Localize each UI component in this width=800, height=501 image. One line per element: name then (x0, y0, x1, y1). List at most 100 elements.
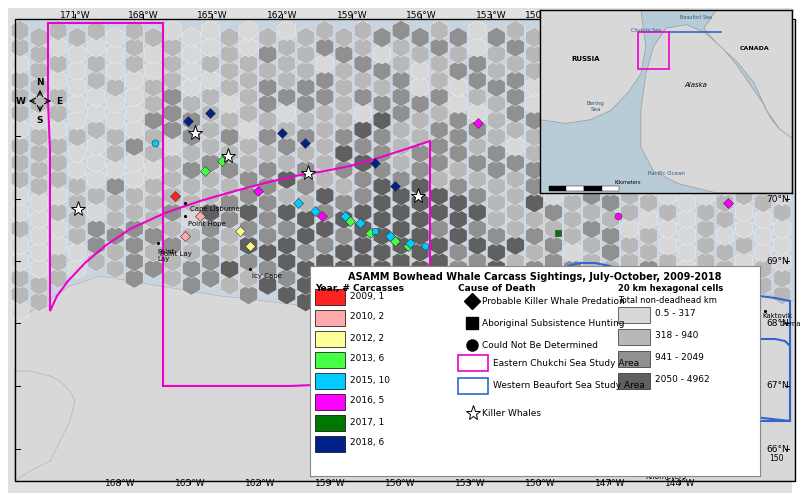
Polygon shape (259, 60, 277, 81)
Polygon shape (582, 202, 601, 222)
Polygon shape (640, 192, 658, 212)
Polygon shape (487, 110, 505, 130)
Polygon shape (640, 176, 658, 196)
Text: 69°N: 69°N (766, 257, 789, 266)
Polygon shape (545, 152, 562, 173)
Polygon shape (697, 86, 714, 107)
Polygon shape (163, 136, 182, 156)
Polygon shape (278, 70, 295, 90)
Text: Could Not Be Determined: Could Not Be Determined (482, 341, 598, 350)
Polygon shape (621, 235, 638, 255)
Polygon shape (774, 53, 791, 74)
Text: 147°W: 147°W (594, 479, 626, 488)
Polygon shape (126, 103, 143, 123)
Polygon shape (582, 252, 601, 272)
Polygon shape (704, 10, 792, 138)
Polygon shape (735, 252, 753, 272)
Polygon shape (30, 27, 48, 48)
Polygon shape (126, 21, 143, 41)
Polygon shape (30, 176, 48, 196)
Polygon shape (469, 119, 486, 140)
Polygon shape (182, 44, 200, 64)
Polygon shape (526, 225, 543, 245)
Text: Cross Island: Cross Island (660, 303, 702, 309)
Polygon shape (754, 176, 772, 196)
Polygon shape (392, 235, 410, 255)
Polygon shape (106, 126, 124, 147)
Polygon shape (373, 44, 391, 64)
Polygon shape (487, 176, 505, 196)
Polygon shape (545, 86, 562, 107)
Polygon shape (640, 27, 658, 48)
Polygon shape (87, 202, 105, 222)
Text: ~Point Franklin: ~Point Franklin (350, 288, 403, 294)
Polygon shape (221, 77, 238, 97)
Polygon shape (450, 291, 467, 312)
Polygon shape (774, 37, 791, 57)
Polygon shape (774, 119, 791, 140)
Polygon shape (602, 275, 619, 295)
Polygon shape (774, 202, 791, 222)
Polygon shape (602, 60, 619, 81)
Polygon shape (182, 209, 200, 229)
Polygon shape (240, 268, 258, 288)
Polygon shape (30, 275, 48, 295)
Polygon shape (411, 60, 429, 81)
Polygon shape (259, 259, 277, 279)
Bar (622, 465, 644, 471)
Polygon shape (259, 143, 277, 163)
Polygon shape (526, 275, 543, 295)
Polygon shape (430, 70, 448, 90)
Polygon shape (30, 225, 48, 245)
Polygon shape (564, 159, 582, 180)
Polygon shape (640, 77, 658, 97)
Polygon shape (450, 126, 467, 147)
Polygon shape (373, 110, 391, 130)
Polygon shape (335, 126, 353, 147)
Polygon shape (316, 119, 334, 140)
Polygon shape (450, 259, 467, 279)
Polygon shape (278, 152, 295, 173)
Polygon shape (754, 93, 772, 114)
Polygon shape (411, 209, 429, 229)
Polygon shape (735, 37, 753, 57)
Polygon shape (30, 60, 48, 81)
Polygon shape (11, 185, 29, 206)
Polygon shape (316, 185, 334, 206)
Polygon shape (582, 70, 601, 90)
Polygon shape (240, 119, 258, 140)
Polygon shape (335, 27, 353, 48)
Polygon shape (145, 176, 162, 196)
Polygon shape (450, 192, 467, 212)
Polygon shape (278, 284, 295, 305)
Polygon shape (182, 60, 200, 81)
Polygon shape (297, 242, 314, 262)
Polygon shape (373, 291, 391, 312)
Polygon shape (316, 53, 334, 74)
Polygon shape (430, 268, 448, 288)
Polygon shape (487, 143, 505, 163)
Polygon shape (11, 136, 29, 156)
Polygon shape (182, 77, 200, 97)
Polygon shape (697, 70, 714, 90)
Polygon shape (450, 242, 467, 262)
Text: Chukchi Sea: Chukchi Sea (630, 28, 661, 33)
Polygon shape (621, 70, 638, 90)
Polygon shape (163, 53, 182, 74)
Polygon shape (602, 192, 619, 212)
Polygon shape (411, 44, 429, 64)
Text: Point Lay: Point Lay (160, 251, 192, 257)
Polygon shape (297, 27, 314, 48)
Polygon shape (602, 209, 619, 229)
Polygon shape (373, 275, 391, 295)
Polygon shape (68, 93, 86, 114)
Polygon shape (678, 44, 696, 64)
Polygon shape (506, 119, 524, 140)
Text: Point
Lay: Point Lay (157, 249, 174, 262)
Polygon shape (297, 291, 314, 312)
Polygon shape (163, 21, 182, 41)
Polygon shape (373, 93, 391, 114)
Polygon shape (202, 218, 219, 238)
Bar (566, 185, 584, 191)
Text: E: E (56, 97, 62, 106)
